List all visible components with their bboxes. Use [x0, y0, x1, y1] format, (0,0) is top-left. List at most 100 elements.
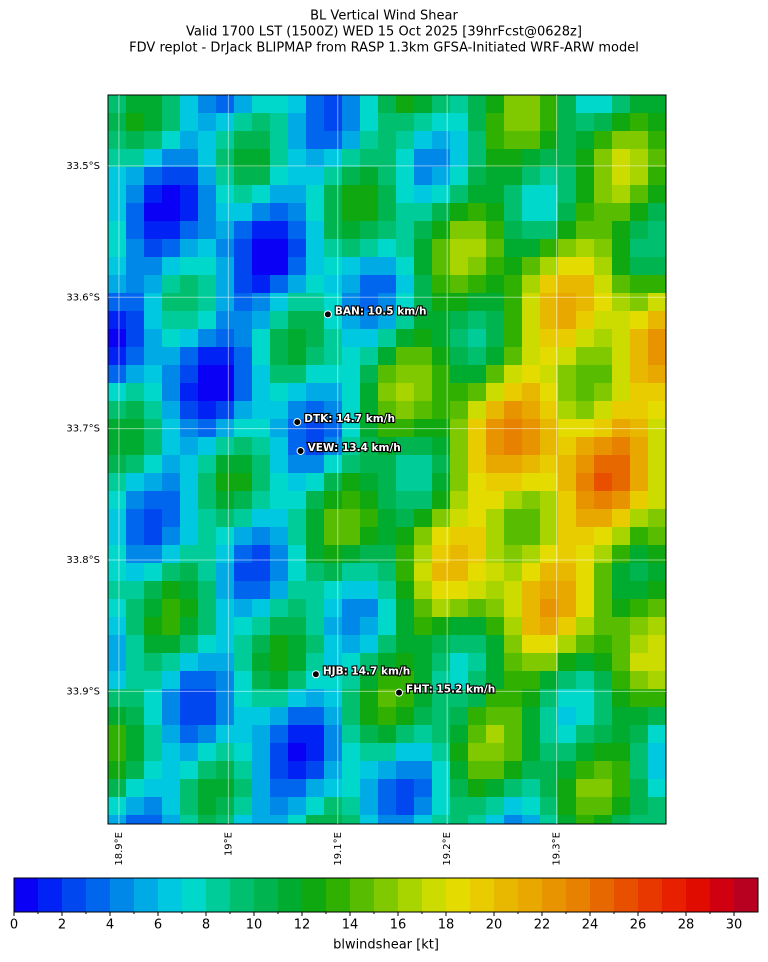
map-cell — [612, 383, 630, 401]
map-cell — [648, 95, 666, 113]
map-cell — [396, 581, 414, 599]
map-cell — [288, 761, 306, 779]
map-cell — [378, 167, 396, 185]
map-cell — [594, 347, 612, 365]
map-cell — [648, 275, 666, 293]
map-cell — [252, 707, 270, 725]
map-cell — [198, 311, 216, 329]
map-cell — [252, 527, 270, 545]
map-cell — [522, 437, 540, 455]
map-cell — [180, 437, 198, 455]
map-cell — [270, 581, 288, 599]
map-cell — [162, 635, 180, 653]
map-cell — [216, 599, 234, 617]
map-cell — [306, 113, 324, 131]
map-cell — [522, 347, 540, 365]
map-cell — [306, 707, 324, 725]
map-cell — [234, 401, 252, 419]
map-cell — [504, 257, 522, 275]
map-cell — [648, 635, 666, 653]
map-cell — [324, 761, 342, 779]
map-cell — [486, 743, 504, 761]
map-cell — [342, 653, 360, 671]
map-cell — [108, 95, 126, 113]
map-cell — [414, 707, 432, 725]
map-cell — [252, 131, 270, 149]
station-label: VEW: 13.4 km/h — [308, 442, 401, 454]
map-cell — [396, 707, 414, 725]
map-cell — [360, 635, 378, 653]
map-cell — [270, 473, 288, 491]
map-cell — [108, 329, 126, 347]
map-cell — [306, 131, 324, 149]
map-cell — [378, 437, 396, 455]
map-cell — [648, 293, 666, 311]
map-cell — [144, 113, 162, 131]
map-cell — [414, 689, 432, 707]
map-cell — [162, 671, 180, 689]
map-cell — [648, 113, 666, 131]
colorbar-tick-label: 22 — [534, 918, 551, 933]
map-cell — [126, 113, 144, 131]
map-cell — [486, 707, 504, 725]
map-cell — [126, 383, 144, 401]
map-cell — [630, 473, 648, 491]
map-cell — [288, 95, 306, 113]
map-cell — [504, 779, 522, 797]
map-cell — [360, 797, 378, 815]
station-label: BAN: 10.5 km/h — [335, 305, 427, 317]
map-cell — [126, 203, 144, 221]
map-cell — [414, 563, 432, 581]
map-cell — [522, 725, 540, 743]
map-cell — [378, 149, 396, 167]
map-cell — [306, 275, 324, 293]
map-cell — [576, 509, 594, 527]
map-cell — [108, 365, 126, 383]
map-cell — [144, 779, 162, 797]
map-cell — [522, 167, 540, 185]
map-cell — [486, 671, 504, 689]
map-cell — [252, 779, 270, 797]
map-cell — [180, 581, 198, 599]
map-cell — [414, 95, 432, 113]
map-cell — [414, 743, 432, 761]
map-cell — [306, 401, 324, 419]
map-cell — [576, 167, 594, 185]
map-cell — [522, 527, 540, 545]
map-cell — [576, 239, 594, 257]
colorbar-frame — [13, 877, 759, 913]
map-cell — [162, 563, 180, 581]
map-cell — [414, 581, 432, 599]
map-cell — [216, 131, 234, 149]
map-cell — [486, 257, 504, 275]
map-cell — [324, 221, 342, 239]
map-cell — [198, 329, 216, 347]
map-cell — [108, 257, 126, 275]
map-cell — [360, 707, 378, 725]
map-cell — [504, 725, 522, 743]
colorbar-segment — [14, 878, 39, 912]
map-cell — [108, 743, 126, 761]
map-cell — [144, 707, 162, 725]
map-cell — [540, 617, 558, 635]
map-cell — [522, 797, 540, 815]
map-cell — [126, 239, 144, 257]
map-cell — [288, 473, 306, 491]
map-cell — [126, 473, 144, 491]
map-cell — [396, 311, 414, 329]
map-cell — [414, 167, 432, 185]
map-cell — [216, 563, 234, 581]
colorbar-tick-label: 24 — [582, 918, 599, 933]
map-cell — [612, 401, 630, 419]
map-cell — [396, 131, 414, 149]
map-cell — [252, 797, 270, 815]
map-cell — [594, 131, 612, 149]
map-cell — [162, 419, 180, 437]
map-cell — [414, 779, 432, 797]
map-cell — [180, 329, 198, 347]
map-cell — [342, 599, 360, 617]
map-cell — [342, 707, 360, 725]
map-cell — [558, 131, 576, 149]
map-cell — [144, 581, 162, 599]
map-cell — [630, 491, 648, 509]
